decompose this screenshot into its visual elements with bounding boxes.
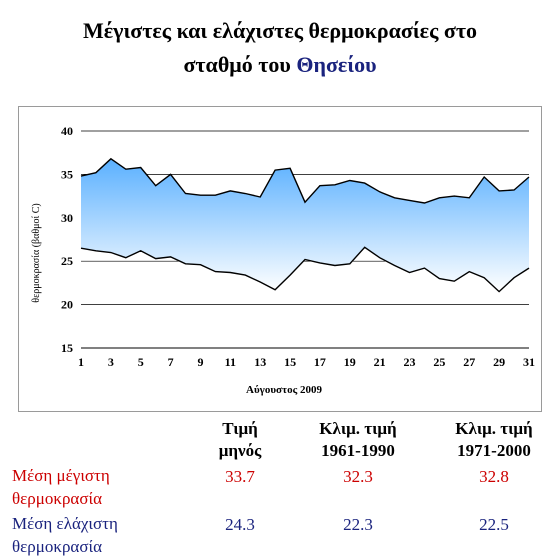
header-clim-1971-2000-line1: Κλιμ. τιμή <box>455 419 533 438</box>
header-clim-1961-1990-line1: Κλιμ. τιμή <box>319 419 397 438</box>
x-tick-label: 19 <box>344 355 356 369</box>
x-tick-label: 17 <box>314 355 326 369</box>
x-tick-label: 29 <box>493 355 505 369</box>
y-tick-label: 30 <box>61 211 73 225</box>
x-tick-label: 13 <box>254 355 266 369</box>
x-tick-label: 3 <box>108 355 114 369</box>
mean-min-1971-2000: 22.5 <box>479 515 509 534</box>
header-clim-1961-1990-line2: 1961-1990 <box>321 441 395 460</box>
row-label-mean-min-line2: θερμοκρασία <box>12 537 102 556</box>
station-name: Θησείου <box>296 52 377 77</box>
x-tick-label: 23 <box>404 355 416 369</box>
x-tick-label: 27 <box>463 355 475 369</box>
chart-frame: 15 20 25 30 35 40 1 3 5 7 9 11 13 15 17 19 21 23 25 27 29 31… <box>18 106 542 412</box>
x-tick-label: 15 <box>284 355 296 369</box>
header-clim-1961-1990: Κλιμ. τιμή 1961-1990 <box>298 418 418 462</box>
header-month-value-line1: Τιμή <box>222 419 258 438</box>
header-month-value: Τιμή μηνός <box>200 418 280 462</box>
x-tick-label: 9 <box>197 355 203 369</box>
row-label-mean-min: Μέση ελάχιστη θερμοκρασία <box>12 512 118 558</box>
x-tick-label: 5 <box>138 355 144 369</box>
header-clim-1971-2000: Κλιμ. τιμή 1971-2000 <box>434 418 554 462</box>
y-tick-label: 35 <box>61 167 73 181</box>
y-axis-label: θερμοκρασία (βαθμοί C) <box>31 203 42 302</box>
x-tick-label: 31 <box>523 355 535 369</box>
mean-max-1961-1990: 32.3 <box>343 467 373 486</box>
x-tick-label: 21 <box>374 355 386 369</box>
row-label-mean-min-line1: Μέση ελάχιστη <box>12 514 118 533</box>
mean-max-1971-2000: 32.8 <box>479 467 509 486</box>
mean-min-month: 24.3 <box>225 515 255 534</box>
x-tick-label: 11 <box>225 355 236 369</box>
x-tick-label: 1 <box>78 355 84 369</box>
row-label-mean-max-line1: Μέση μέγιστη <box>12 466 110 485</box>
title-line-1: Μέγιστες και ελάχιστες θερμοκρασίες στο <box>83 18 477 43</box>
mean-max-month: 33.7 <box>225 467 255 486</box>
header-clim-1971-2000-line2: 1971-2000 <box>457 441 531 460</box>
row-label-mean-max: Μέση μέγιστη θερμοκρασία <box>12 464 110 510</box>
header-month-value-line2: μηνός <box>218 441 262 460</box>
x-tick-label: 25 <box>433 355 445 369</box>
y-tick-label: 25 <box>61 254 73 268</box>
mean-min-1961-1990: 22.3 <box>343 515 373 534</box>
max-temperature-line <box>80 157 530 204</box>
y-tick-label: 15 <box>61 341 73 355</box>
min-temperature-line <box>80 246 530 293</box>
x-tick-label: 7 <box>168 355 174 369</box>
x-axis-label: Αύγουστος 2009 <box>246 384 322 396</box>
temperature-range-band <box>81 158 529 292</box>
row-label-mean-max-line2: θερμοκρασία <box>12 489 102 508</box>
title-line-2-prefix: σταθμό του <box>183 52 297 77</box>
y-tick-label: 20 <box>61 298 73 312</box>
page-title: Μέγιστες και ελάχιστες θερμοκρασίες στο … <box>0 14 560 82</box>
title-line-2: σταθμό του Θησείου <box>0 48 560 82</box>
y-tick-label: 40 <box>61 124 73 138</box>
